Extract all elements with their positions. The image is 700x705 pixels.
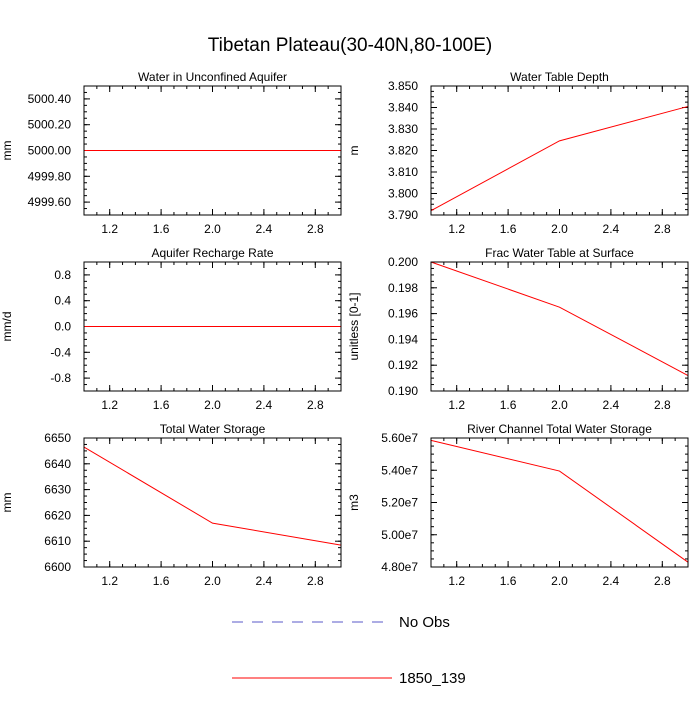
legend-label: 1850_139 (399, 670, 466, 687)
figure-title: Tibetan Plateau(30-40N,80-100E) (208, 35, 492, 56)
y-tick-label: 0.194 (388, 332, 418, 346)
series-line-1850-139 (83, 446, 342, 546)
x-tick-label: 1.2 (101, 222, 118, 236)
y-axis-label: mm (0, 493, 14, 513)
plot-frame (430, 437, 689, 568)
series-line-1850-139 (430, 439, 689, 563)
x-tick-label: 2.4 (603, 398, 620, 412)
y-tick-label: 5.20e7 (381, 496, 418, 510)
panel-title: Frac Water Table at Surface (485, 246, 634, 260)
y-tick-label: 6600 (44, 560, 71, 574)
y-tick-label: 3.800 (388, 187, 418, 201)
y-tick-label: 6650 (44, 431, 71, 445)
y-axis-label: unitless [0-1] (347, 292, 361, 360)
panel-title: River Channel Total Water Storage (467, 422, 652, 436)
y-tick-label: 5.00e7 (381, 528, 418, 542)
y-tick-label: 5000.20 (28, 118, 72, 132)
x-tick-label: 1.6 (500, 574, 517, 588)
y-tick-label: 5.40e7 (381, 463, 418, 477)
y-tick-label: -0.4 (50, 345, 71, 359)
y-tick-label: 0.8 (54, 268, 71, 282)
x-tick-label: 2.0 (204, 398, 221, 412)
y-axis-label: mm (0, 141, 14, 161)
x-tick-label: 2.8 (307, 574, 324, 588)
y-tick-label: 3.830 (388, 122, 418, 136)
x-tick-label: 2.8 (307, 222, 324, 236)
x-tick-label: 1.6 (153, 574, 170, 588)
panel-6: River Channel Total Water Storage m3 1.2 1.… (347, 422, 689, 588)
panel-title: Water in Unconfined Aquifer (138, 70, 287, 84)
x-tick-label: 2.4 (256, 574, 273, 588)
x-tick-label: 1.6 (500, 222, 517, 236)
y-tick-label: 5.60e7 (381, 431, 418, 445)
y-tick-label: 0.4 (54, 294, 71, 308)
x-tick-label: 1.2 (448, 222, 465, 236)
y-tick-label: 5000.40 (28, 92, 72, 106)
chart-panels: Water in Unconfined Aquifer mm 1.2 1.6 2.0 2.… (0, 70, 689, 588)
x-tick-label: 2.0 (204, 574, 221, 588)
series-line-1850-139 (430, 261, 689, 376)
y-tick-label: 3.810 (388, 165, 418, 179)
y-tick-label: 3.790 (388, 208, 418, 222)
legend-label: No Obs (399, 614, 450, 631)
y-tick-label: 6620 (44, 508, 71, 522)
x-tick-label: 1.2 (448, 574, 465, 588)
plot-frame (83, 261, 342, 392)
panel-1: Water in Unconfined Aquifer mm 1.2 1.6 2.0 2.… (0, 70, 342, 236)
panel-5: Total Water Storage mm 1.2 1.6 2.0 2.4 2.8 6600… (0, 422, 342, 588)
x-tick-label: 2.8 (654, 222, 671, 236)
x-tick-label: 2.8 (654, 398, 671, 412)
y-tick-label: 3.840 (388, 101, 418, 115)
x-tick-label: 1.6 (500, 398, 517, 412)
x-tick-label: 2.4 (256, 222, 273, 236)
y-axis-label: mm/d (0, 312, 14, 342)
y-tick-label: 4.80e7 (381, 560, 418, 574)
x-tick-label: 1.2 (101, 574, 118, 588)
x-tick-label: 2.0 (204, 222, 221, 236)
x-tick-label: 2.0 (551, 574, 568, 588)
y-tick-label: 6630 (44, 483, 71, 497)
y-tick-label: 6640 (44, 457, 71, 471)
x-tick-label: 2.4 (256, 398, 273, 412)
x-tick-label: 2.0 (551, 222, 568, 236)
plot-frame (83, 85, 342, 216)
panel-title: Aquifer Recharge Rate (151, 246, 273, 260)
y-tick-label: -0.8 (50, 371, 71, 385)
x-tick-label: 2.0 (551, 398, 568, 412)
y-axis-label: m3 (347, 494, 361, 511)
y-tick-label: 0.200 (388, 255, 418, 269)
plot-frame (430, 85, 689, 216)
x-tick-label: 1.6 (153, 222, 170, 236)
y-tick-label: 0.196 (388, 307, 418, 321)
y-tick-label: 3.850 (388, 79, 418, 93)
panel-4: Frac Water Table at Surface unitless [0-1… (347, 246, 689, 412)
x-tick-label: 1.6 (153, 398, 170, 412)
y-tick-label: 0.190 (388, 384, 418, 398)
plot-frame (83, 437, 342, 568)
panel-title: Water Table Depth (510, 70, 609, 84)
x-tick-label: 1.2 (448, 398, 465, 412)
y-tick-label: 3.820 (388, 144, 418, 158)
panel-title: Total Water Storage (160, 422, 266, 436)
y-tick-label: 0.198 (388, 281, 418, 295)
y-tick-label: 0.0 (54, 320, 71, 334)
panel-3: Aquifer Recharge Rate mm/d 1.2 1.6 2.0 2.4 2.8… (0, 246, 342, 412)
legend: No Obs 1850_139 (232, 614, 466, 687)
x-tick-label: 2.4 (603, 574, 620, 588)
y-tick-label: 6610 (44, 534, 71, 548)
x-tick-label: 1.2 (101, 398, 118, 412)
y-tick-label: 4999.60 (28, 195, 72, 209)
y-axis-label: m (347, 146, 361, 156)
series-line-1850-139 (430, 105, 689, 212)
panel-2: Water Table Depth m 1.2 1.6 2.0 2.4 2.8 3.790 3.… (347, 70, 689, 236)
x-tick-label: 2.8 (654, 574, 671, 588)
y-tick-label: 4999.80 (28, 169, 72, 183)
x-tick-label: 2.4 (603, 222, 620, 236)
plot-frame (430, 261, 689, 392)
x-tick-label: 2.8 (307, 398, 324, 412)
y-tick-label: 0.192 (388, 358, 418, 372)
y-tick-label: 5000.00 (28, 144, 72, 158)
